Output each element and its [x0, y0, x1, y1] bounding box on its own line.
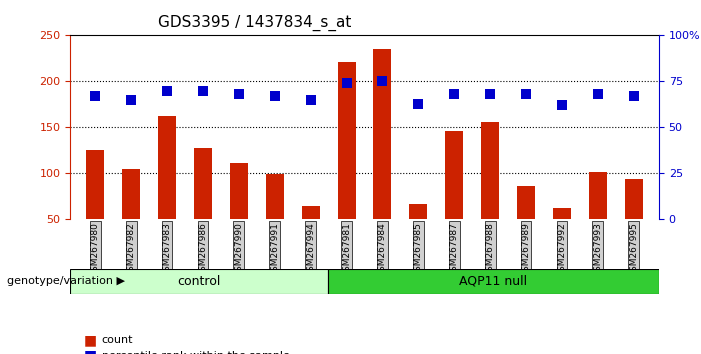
- Text: GSM267988: GSM267988: [486, 222, 495, 277]
- Bar: [301, 206, 320, 266]
- Bar: [230, 163, 248, 266]
- Point: [341, 80, 352, 86]
- Text: ■: ■: [84, 349, 97, 354]
- Point: [233, 91, 245, 97]
- Text: control: control: [177, 275, 221, 288]
- Point: [520, 91, 531, 97]
- Point: [90, 93, 101, 99]
- Bar: [517, 186, 535, 266]
- Bar: [374, 49, 391, 266]
- Bar: [553, 209, 571, 266]
- Point: [377, 79, 388, 84]
- Point: [413, 101, 424, 106]
- Bar: [86, 150, 104, 266]
- Text: GSM267989: GSM267989: [522, 222, 531, 277]
- Text: GSM267987: GSM267987: [450, 222, 458, 277]
- Bar: [122, 169, 140, 266]
- Point: [557, 103, 568, 108]
- Text: GSM267994: GSM267994: [306, 222, 315, 277]
- Point: [449, 91, 460, 97]
- FancyBboxPatch shape: [70, 269, 327, 294]
- Bar: [158, 116, 176, 266]
- Point: [125, 97, 137, 103]
- Bar: [266, 175, 284, 266]
- Text: GSM267984: GSM267984: [378, 222, 387, 277]
- Bar: [589, 172, 607, 266]
- Bar: [445, 131, 463, 266]
- Text: GSM267993: GSM267993: [594, 222, 602, 277]
- Text: GSM267982: GSM267982: [127, 222, 135, 277]
- Bar: [481, 122, 499, 266]
- Text: GSM267980: GSM267980: [90, 222, 100, 277]
- Point: [198, 88, 209, 93]
- Text: GDS3395 / 1437834_s_at: GDS3395 / 1437834_s_at: [158, 15, 352, 31]
- Text: count: count: [102, 335, 133, 345]
- Bar: [338, 62, 355, 266]
- Text: AQP11 null: AQP11 null: [459, 275, 527, 288]
- Text: GSM267981: GSM267981: [342, 222, 351, 277]
- Text: GSM267992: GSM267992: [557, 222, 566, 277]
- Text: percentile rank within the sample: percentile rank within the sample: [102, 351, 290, 354]
- Bar: [194, 148, 212, 266]
- Text: GSM267991: GSM267991: [271, 222, 279, 277]
- Text: GSM267985: GSM267985: [414, 222, 423, 277]
- Text: genotype/variation ▶: genotype/variation ▶: [7, 276, 125, 286]
- Text: GSM267995: GSM267995: [629, 222, 639, 277]
- Text: GSM267990: GSM267990: [234, 222, 243, 277]
- FancyBboxPatch shape: [327, 269, 659, 294]
- Bar: [409, 204, 428, 266]
- Point: [161, 88, 172, 93]
- Point: [592, 91, 604, 97]
- Point: [484, 91, 496, 97]
- Point: [269, 93, 280, 99]
- Text: GSM267983: GSM267983: [163, 222, 172, 277]
- Text: ■: ■: [84, 333, 97, 347]
- Text: GSM267986: GSM267986: [198, 222, 207, 277]
- Bar: [625, 179, 643, 266]
- Point: [305, 97, 316, 103]
- Point: [628, 93, 639, 99]
